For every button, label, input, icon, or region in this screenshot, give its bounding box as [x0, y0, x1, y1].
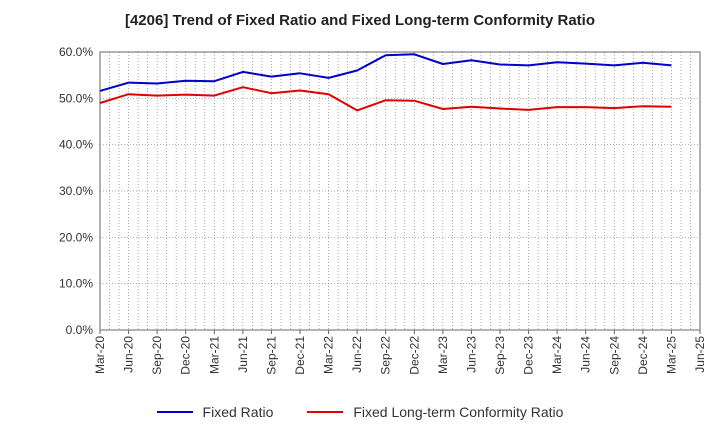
- y-tick-label: 0.0%: [66, 323, 94, 337]
- legend-item: Fixed Ratio: [156, 404, 274, 420]
- x-tick-label: Mar-22: [322, 336, 336, 374]
- y-tick-label: 40.0%: [59, 138, 93, 152]
- x-tick-label: Jun-25: [693, 336, 707, 373]
- legend-item: Fixed Long-term Conformity Ratio: [307, 404, 563, 420]
- x-tick-label: Mar-24: [550, 336, 564, 374]
- legend-label: Fixed Long-term Conformity Ratio: [353, 404, 564, 420]
- y-tick-label: 60.0%: [59, 45, 93, 59]
- y-tick-label: 20.0%: [59, 230, 93, 244]
- series-line-fixed-long-term-conformity-ratio: [99, 86, 672, 112]
- x-tick-label: Jun-23: [464, 336, 478, 373]
- y-tick-label: 30.0%: [59, 184, 93, 198]
- x-tick-label: Jun-21: [236, 336, 250, 373]
- x-tick-label: Dec-20: [179, 336, 193, 375]
- x-tick-label: Mar-20: [93, 336, 107, 374]
- x-tick-label: Jun-24: [579, 336, 593, 373]
- x-tick-label: Sep-22: [379, 336, 393, 375]
- x-tick-label: Mar-23: [436, 336, 450, 374]
- x-tick-label: Jun-20: [122, 336, 136, 373]
- plot-frame: [99, 51, 701, 331]
- series-lines: [99, 53, 672, 112]
- x-tick-label: Dec-24: [636, 336, 650, 375]
- chart-title: [4206] Trend of Fixed Ratio and Fixed Lo…: [124, 12, 596, 29]
- x-tick-label: Jun-22: [350, 336, 364, 373]
- legend-swatch: [307, 411, 344, 413]
- x-tick-label: Sep-20: [150, 336, 164, 375]
- x-tick-label: Mar-25: [664, 336, 678, 374]
- series-line-fixed-ratio: [99, 53, 672, 92]
- x-tick-label: Dec-21: [293, 336, 307, 375]
- legend-label: Fixed Ratio: [202, 404, 274, 420]
- x-tick-label: Sep-23: [493, 336, 507, 375]
- legend-swatch: [156, 411, 193, 413]
- tick-labels: 0.0% 10.0% 20.0% 30.0% 40.0% 50.0% 60.0% Mar-20…: [59, 45, 707, 375]
- x-tick-label: Sep-21: [264, 336, 278, 375]
- y-tick-label: 50.0%: [59, 91, 93, 105]
- legend: Fixed Ratio Fixed Long-term Conformity Ra…: [0, 404, 720, 420]
- x-tick-label: Sep-24: [607, 336, 621, 375]
- axes: [99, 51, 701, 334]
- x-tick-label: Mar-21: [207, 336, 221, 374]
- y-tick-label: 10.0%: [59, 277, 93, 291]
- x-tick-label: Dec-22: [407, 336, 421, 375]
- grid: [100, 51, 700, 330]
- x-tick-label: Dec-23: [522, 336, 536, 375]
